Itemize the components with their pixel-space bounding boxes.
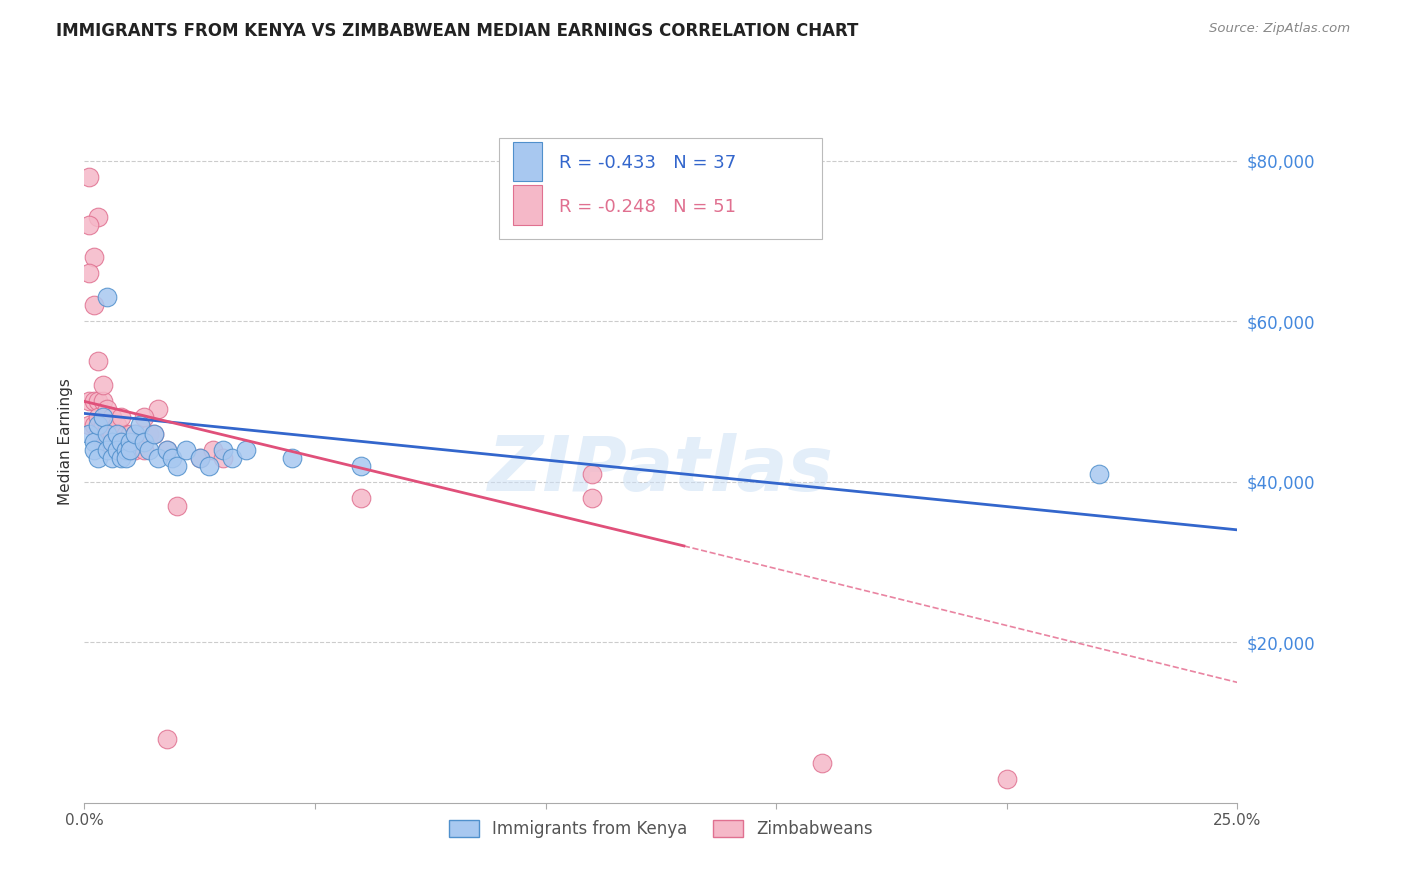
Point <box>350 458 373 473</box>
Point <box>110 450 132 465</box>
Point <box>87 354 110 368</box>
Point <box>91 410 114 425</box>
Point <box>156 442 179 457</box>
Point <box>581 491 603 505</box>
Point <box>77 394 100 409</box>
Point <box>87 426 110 441</box>
Point <box>146 450 169 465</box>
Point <box>87 418 110 433</box>
Point <box>110 410 132 425</box>
Point <box>96 442 118 457</box>
FancyBboxPatch shape <box>499 138 823 239</box>
Point <box>142 426 165 441</box>
Text: R = -0.248   N = 51: R = -0.248 N = 51 <box>560 198 737 216</box>
Point <box>96 434 118 449</box>
Point <box>83 418 105 433</box>
Point <box>174 442 197 457</box>
Point <box>146 402 169 417</box>
Text: R = -0.433   N = 37: R = -0.433 N = 37 <box>560 154 737 172</box>
Point <box>96 418 118 433</box>
Point <box>198 458 221 473</box>
Point <box>124 426 146 441</box>
FancyBboxPatch shape <box>513 142 543 181</box>
Point <box>995 772 1018 786</box>
Point <box>124 442 146 457</box>
Point <box>91 418 114 433</box>
Point <box>581 467 603 481</box>
Point <box>96 402 118 417</box>
Point <box>110 442 132 457</box>
Point <box>105 418 128 433</box>
Point <box>105 426 128 441</box>
Point <box>134 442 156 457</box>
Point <box>77 266 100 280</box>
Point <box>110 434 132 449</box>
Point <box>120 442 142 457</box>
Point <box>115 450 138 465</box>
Point <box>77 418 100 433</box>
Point <box>91 378 114 392</box>
Point <box>281 450 304 465</box>
Point <box>101 450 124 465</box>
Point <box>156 731 179 746</box>
Point <box>91 394 114 409</box>
FancyBboxPatch shape <box>513 185 543 225</box>
Point <box>221 450 243 465</box>
Text: ZIPatlas: ZIPatlas <box>488 434 834 508</box>
Point <box>350 491 373 505</box>
Point <box>91 434 114 449</box>
Point <box>134 434 156 449</box>
Point <box>120 426 142 441</box>
Point <box>188 450 211 465</box>
Point <box>101 410 124 425</box>
Point <box>211 442 233 457</box>
Point <box>83 434 105 449</box>
Text: IMMIGRANTS FROM KENYA VS ZIMBABWEAN MEDIAN EARNINGS CORRELATION CHART: IMMIGRANTS FROM KENYA VS ZIMBABWEAN MEDI… <box>56 22 859 40</box>
Point <box>110 426 132 441</box>
Point <box>156 442 179 457</box>
Point <box>83 442 105 457</box>
Point <box>83 250 105 264</box>
Point <box>138 426 160 441</box>
Point <box>1088 467 1111 481</box>
Point <box>211 450 233 465</box>
Point <box>83 298 105 312</box>
Point <box>166 458 188 473</box>
Point <box>96 426 118 441</box>
Point <box>134 410 156 425</box>
Point <box>124 426 146 441</box>
Point <box>202 442 225 457</box>
Point <box>77 169 100 184</box>
Point <box>115 442 138 457</box>
Point <box>87 450 110 465</box>
Text: Source: ZipAtlas.com: Source: ZipAtlas.com <box>1209 22 1350 36</box>
Point <box>101 426 124 441</box>
Point <box>120 442 142 457</box>
Point <box>115 426 138 441</box>
Point <box>105 434 128 449</box>
Point <box>77 426 100 441</box>
Point <box>105 442 128 457</box>
Point <box>83 394 105 409</box>
Point <box>77 218 100 232</box>
Point <box>87 210 110 224</box>
Point <box>128 434 150 449</box>
Point <box>120 434 142 449</box>
Point <box>142 426 165 441</box>
Y-axis label: Median Earnings: Median Earnings <box>58 378 73 505</box>
Point <box>101 434 124 449</box>
Point <box>160 450 183 465</box>
Point <box>115 442 138 457</box>
Point <box>235 442 257 457</box>
Point <box>128 418 150 433</box>
Point <box>96 290 118 304</box>
Point <box>188 450 211 465</box>
Point <box>166 499 188 513</box>
Point <box>87 394 110 409</box>
Point <box>87 410 110 425</box>
Point <box>811 756 834 770</box>
Point <box>138 442 160 457</box>
Legend: Immigrants from Kenya, Zimbabweans: Immigrants from Kenya, Zimbabweans <box>443 814 879 845</box>
